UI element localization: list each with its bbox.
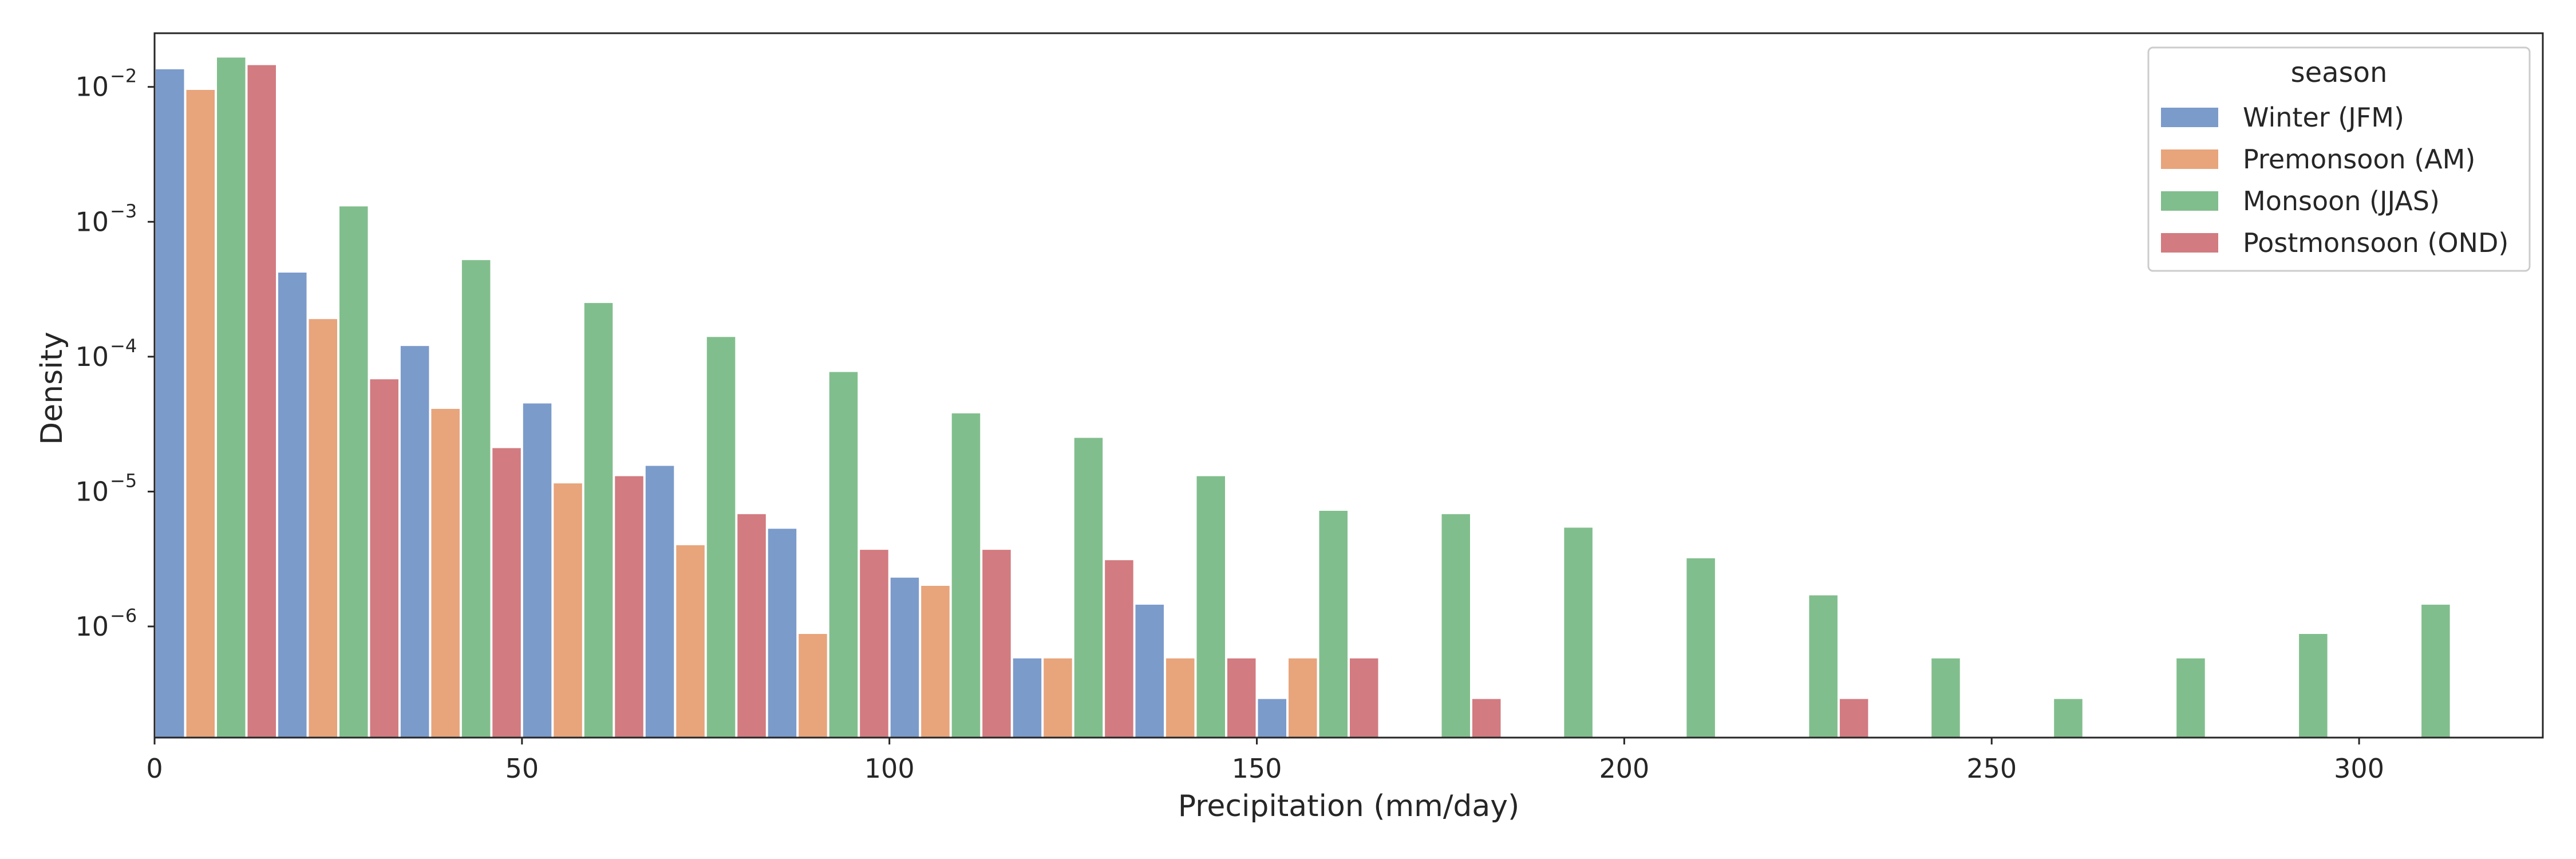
bar	[615, 476, 643, 738]
y-tick-exponent: −4	[110, 335, 137, 357]
bar	[799, 634, 827, 738]
bar	[217, 57, 246, 738]
bar	[890, 577, 919, 738]
bar	[523, 403, 552, 738]
bar	[278, 273, 307, 738]
bar	[951, 413, 981, 738]
legend-label: Premonsoon (AM)	[2243, 144, 2475, 175]
bar	[768, 529, 797, 738]
bar	[309, 319, 337, 738]
bar	[554, 483, 582, 738]
plot-frame	[153, 32, 2544, 739]
bar	[1196, 476, 1225, 738]
bar	[829, 372, 858, 738]
bar	[1839, 699, 1868, 738]
bar	[1350, 658, 1378, 738]
legend-swatch	[2161, 108, 2218, 127]
bar	[1135, 604, 1164, 738]
bar	[339, 206, 368, 738]
y-axis-ticks: 10−610−510−410−310−2	[75, 65, 155, 642]
bar	[431, 409, 460, 738]
bar	[1564, 527, 1593, 738]
y-tick-exponent: −3	[110, 200, 137, 222]
bar	[1319, 511, 1348, 738]
bar	[1166, 658, 1195, 738]
x-axis-ticks: 0 50 100 150 200 250 300	[146, 738, 2384, 784]
bar	[461, 260, 491, 738]
bar	[1931, 658, 1960, 738]
bar	[1441, 514, 1470, 738]
legend-swatch	[2161, 191, 2218, 211]
bar	[1258, 699, 1286, 738]
bar	[1809, 595, 1838, 738]
bar	[2299, 634, 2328, 738]
legend-title: season	[2291, 57, 2388, 89]
bar	[676, 545, 705, 738]
legend-entries: Winter (JFM) Premonsoon (AM) Monsoon (JJAS…	[2161, 102, 2508, 258]
y-axis-title: Density	[35, 332, 69, 445]
bar	[1472, 699, 1501, 738]
legend-frame	[2147, 46, 2531, 272]
bar	[2176, 658, 2205, 738]
bar	[370, 379, 398, 738]
x-tick-label: 0	[146, 753, 163, 784]
y-tick-label: 10	[75, 341, 109, 372]
bar	[1074, 438, 1103, 738]
bar	[645, 466, 674, 738]
x-tick-label: 250	[1966, 753, 2017, 784]
bar	[982, 550, 1011, 738]
legend: season Winter (JFM) Premonsoon (AM) Monsoo…	[2147, 46, 2531, 272]
bar	[492, 448, 521, 738]
bar	[186, 90, 215, 738]
bar	[247, 65, 276, 738]
x-tick-label: 100	[864, 753, 915, 784]
legend-label: Winter (JFM)	[2243, 102, 2404, 133]
legend-swatch	[2161, 149, 2218, 169]
x-axis-title: Precipitation (mm/day)	[1178, 789, 1520, 823]
bar	[860, 550, 888, 738]
x-tick-label: 150	[1232, 753, 1282, 784]
bar	[1013, 658, 1042, 738]
bar	[706, 337, 736, 738]
bar	[1686, 558, 1715, 738]
bar	[1105, 560, 1133, 738]
bar	[156, 69, 184, 738]
legend-swatch	[2161, 233, 2218, 253]
bar	[2054, 699, 2083, 738]
y-tick-label: 10	[75, 611, 109, 642]
bar	[400, 346, 429, 738]
bar	[1044, 658, 1072, 738]
bar	[2421, 604, 2450, 738]
x-tick-label: 300	[2334, 753, 2384, 784]
legend-label: Postmonsoon (OND)	[2243, 227, 2508, 258]
bars-layer	[156, 57, 2450, 738]
bar	[1227, 658, 1256, 738]
y-tick-exponent: −2	[110, 65, 137, 87]
x-tick-label: 50	[505, 753, 539, 784]
y-tick-label: 10	[75, 206, 109, 237]
y-tick-label: 10	[75, 72, 109, 103]
bar	[584, 303, 613, 738]
y-tick-exponent: −6	[110, 605, 137, 626]
y-tick-exponent: −5	[110, 470, 137, 491]
y-tick-label: 10	[75, 476, 109, 507]
bar	[737, 514, 766, 738]
legend-label: Monsoon (JJAS)	[2243, 186, 2440, 216]
bar	[1289, 658, 1317, 738]
x-tick-label: 200	[1599, 753, 1649, 784]
bar	[921, 586, 950, 738]
